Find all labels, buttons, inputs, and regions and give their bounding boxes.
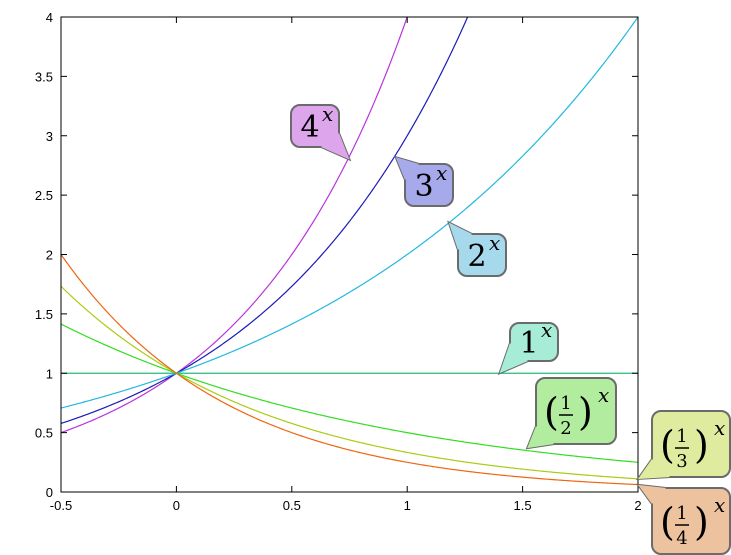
callout-base: 1 <box>519 326 538 361</box>
callout-exponent: x <box>489 231 500 255</box>
callout-tail-fill <box>499 343 528 374</box>
labels-layer: 4 x3 x2 x1 x(12) x(13) x(14) x <box>290 102 731 555</box>
x-tick-label: 0 <box>173 498 180 513</box>
callout-exponent: x <box>714 493 725 517</box>
callout-denominator: 4 <box>676 528 687 549</box>
callout-box <box>290 104 340 148</box>
callout-right-paren: ) <box>694 423 709 467</box>
callout-box <box>509 322 559 362</box>
callout-box <box>457 233 507 277</box>
callout-box <box>404 163 454 207</box>
callout-base: 4 <box>300 110 319 145</box>
callout-denominator: 3 <box>676 451 687 472</box>
callout-tail-fill <box>395 157 419 180</box>
callout-label: (1 4) x <box>635 483 731 555</box>
callout-denominator: 2 <box>560 418 571 439</box>
y-tick-label: 1 <box>46 366 53 381</box>
ticks-layer: -0.5 0 0.5 1 1.5 200.511.522.533.54 <box>35 10 642 513</box>
callout-left-paren: ( <box>544 390 559 434</box>
callout-tail-fill <box>527 426 554 449</box>
callout-label: (1 3) x <box>635 410 731 481</box>
y-tick-label: 1.5 <box>35 307 53 322</box>
callout-left-paren: ( <box>660 423 675 467</box>
series-line-base-0.5 <box>61 323 638 463</box>
callout-box <box>651 410 731 478</box>
callout-numerator: 1 <box>676 426 687 447</box>
y-tick-label: 2.5 <box>35 188 53 203</box>
callout-exponent: x <box>541 318 552 342</box>
callout-exponent: x <box>714 416 725 440</box>
callout-right-paren: ) <box>578 390 593 434</box>
callout-base: 3 <box>414 169 433 204</box>
x-tick-label: 0.5 <box>283 498 301 513</box>
y-tick-label: 4 <box>46 10 53 25</box>
callout-exponent: x <box>322 102 333 126</box>
series-line-base-2 <box>61 17 638 409</box>
callout-right-paren: ) <box>694 500 709 544</box>
callout-left-paren: ( <box>660 500 675 544</box>
curves-layer <box>61 17 638 486</box>
callout-base: 2 <box>467 239 486 274</box>
callout-numerator: 1 <box>676 503 687 524</box>
callout-tail-fill <box>321 133 350 160</box>
callout-exponent: x <box>598 383 609 407</box>
x-tick-label: -0.5 <box>50 498 72 513</box>
series-line-base-3 <box>61 17 469 425</box>
y-tick-label: 0 <box>46 485 53 500</box>
series-line-base-4 <box>61 17 408 434</box>
y-tick-label: 3.5 <box>35 69 53 84</box>
x-tick-label: 1.5 <box>514 498 532 513</box>
callout-tail-fill <box>638 459 670 479</box>
y-tick-label: 0.5 <box>35 426 53 441</box>
callout-tail-fill <box>638 484 666 504</box>
callout-tail-fill <box>448 222 472 250</box>
y-tick-label: 2 <box>46 248 53 263</box>
callout-exponent: x <box>436 161 447 185</box>
series-line-base-0.25 <box>61 254 638 486</box>
callout-numerator: 1 <box>560 393 571 414</box>
series-line-base-0.3333 <box>61 285 638 480</box>
callout-box <box>651 487 731 555</box>
callout-label: (1 2) x <box>525 377 617 450</box>
callout-box <box>535 377 617 445</box>
y-tick-label: 3 <box>46 129 53 144</box>
x-tick-label: 2 <box>634 498 641 513</box>
x-tick-label: 1 <box>404 498 411 513</box>
